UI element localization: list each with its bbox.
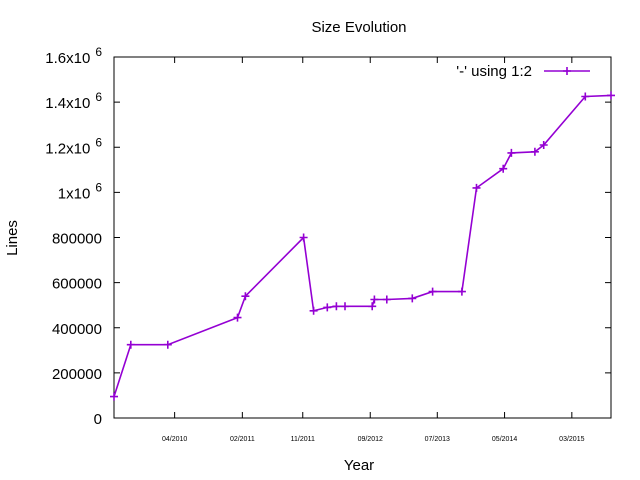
data-point-marker — [472, 183, 481, 192]
data-point-marker — [233, 313, 242, 322]
data-point-marker — [408, 294, 417, 303]
data-point-marker — [309, 306, 318, 315]
data-point-marker — [530, 147, 539, 156]
legend: '-' using 1:2 — [456, 63, 590, 80]
plot-area-frame — [113, 56, 612, 419]
data-point-marker — [341, 302, 349, 311]
data-point-marker — [457, 287, 466, 296]
data-point-marker — [368, 302, 377, 311]
x-tick-label: 05/2014 — [492, 436, 517, 443]
y-tick-label: 200000 — [52, 366, 102, 383]
data-point-marker — [428, 287, 437, 296]
data-point-marker — [581, 92, 590, 101]
x-tick-label: 03/2015 — [559, 436, 584, 443]
x-axis-label: Year — [344, 457, 374, 474]
x-tick-label: 04/2010 — [162, 436, 187, 443]
x-tick-label: 02/2011 — [230, 436, 255, 443]
y-tick-label: 1.2x10 6 — [45, 135, 102, 157]
data-point-marker — [163, 340, 172, 349]
y-tick-label: 1.4x10 6 — [45, 90, 102, 112]
y-tick-label: 400000 — [52, 321, 102, 338]
x-tick-label: 11/2011 — [291, 436, 315, 443]
x-tick-label: 09/2012 — [358, 436, 383, 443]
data-point-marker — [370, 295, 379, 304]
y-tick-label: 1.6x10 6 — [45, 45, 102, 67]
legend-label: '-' using 1:2 — [456, 63, 532, 80]
legend-swatch-marker — [563, 67, 571, 75]
data-point-marker — [539, 141, 548, 149]
data-point-marker — [382, 295, 391, 304]
data-point-marker — [241, 292, 250, 301]
y-tick-label: 1x10 6 — [58, 180, 103, 202]
series-line — [113, 94, 612, 397]
y-tick-label: 0 — [94, 411, 102, 428]
chart-title: Size Evolution — [311, 19, 406, 36]
data-point-marker — [323, 303, 332, 312]
data-point-marker — [607, 91, 615, 100]
data-point-marker — [299, 233, 308, 242]
data-point-marker — [126, 340, 135, 349]
data-point-marker — [499, 164, 508, 173]
y-tick-label: 800000 — [52, 231, 102, 248]
data-point-marker — [332, 302, 341, 311]
data-point-marker — [507, 148, 516, 157]
y-axis-label: Lines — [4, 220, 21, 256]
x-tick-label: 07/2013 — [425, 436, 450, 443]
y-tick-label: 600000 — [52, 276, 102, 293]
data-point-marker — [110, 392, 118, 401]
